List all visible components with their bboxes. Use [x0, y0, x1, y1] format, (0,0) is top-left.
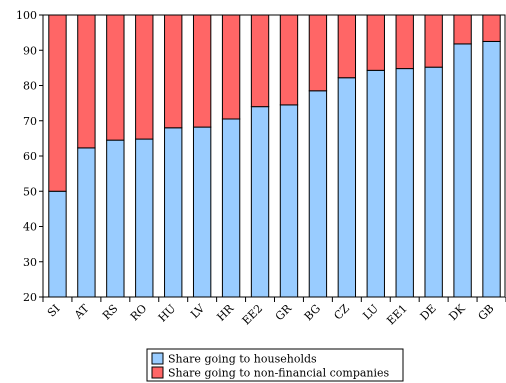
- bar-households-DE: [424, 66, 443, 298]
- bar-companies-DE: [424, 14, 443, 68]
- bar-companies-RO: [135, 14, 154, 140]
- bar-households-LV: [192, 126, 212, 298]
- y-tick-label-20: 20: [23, 291, 37, 304]
- bar-households-HR: [221, 118, 241, 298]
- legend-box: [146, 348, 404, 382]
- bar-households-SI: [48, 190, 67, 298]
- x-tick-label-EE1: EE1: [384, 302, 410, 328]
- y-tick-label-40: 40: [23, 221, 37, 234]
- bar-companies-EE1: [395, 14, 414, 70]
- bar-households-DK: [453, 43, 472, 298]
- bar-households-GB: [482, 40, 501, 298]
- bar-companies-HU: [164, 14, 183, 129]
- bar-companies-RS: [106, 14, 125, 141]
- x-tick-label-HU: HU: [156, 302, 179, 325]
- bar-households-LU: [366, 69, 385, 298]
- bar-households-HU: [164, 127, 183, 298]
- x-tick-label-RS: RS: [100, 302, 120, 322]
- bar-companies-EE2: [250, 14, 270, 108]
- legend: Share going to households Share going to…: [146, 348, 404, 382]
- bar-households-AT: [77, 147, 96, 298]
- bar-companies-LU: [366, 14, 385, 71]
- legend-swatch-households: [151, 352, 164, 365]
- bar-households-RS: [106, 139, 125, 298]
- x-tick-label-HR: HR: [214, 301, 236, 323]
- bar-companies-CZ: [337, 14, 357, 79]
- y-tick-label-30: 30: [23, 256, 37, 269]
- legend-label-companies: Share going to non-financial companies: [168, 367, 390, 380]
- y-tick-label-60: 60: [23, 150, 37, 163]
- bar-households-BG: [308, 90, 328, 298]
- bars-group: [48, 14, 501, 298]
- bar-companies-LV: [192, 14, 212, 128]
- x-tick-label-SI: SI: [45, 302, 63, 320]
- bar-companies-AT: [77, 14, 96, 149]
- legend-label-households: Share going to households: [168, 353, 317, 366]
- bar-households-EE2: [250, 106, 270, 298]
- y-tick-label-70: 70: [23, 115, 37, 128]
- bar-companies-BG: [308, 14, 328, 92]
- bar-companies-GR: [279, 14, 299, 106]
- legend-swatch-companies: [151, 366, 164, 379]
- x-tick-label-BG: BG: [302, 302, 323, 323]
- bar-households-EE1: [395, 68, 414, 298]
- bar-households-GR: [279, 104, 299, 298]
- y-tick-label-80: 80: [23, 80, 37, 93]
- bar-companies-HR: [221, 14, 241, 120]
- x-tick-label-EE2: EE2: [240, 302, 266, 328]
- x-tick-label-RO: RO: [128, 302, 149, 323]
- x-tick-label-AT: AT: [71, 301, 92, 322]
- x-tick-label-GR: GR: [273, 301, 295, 323]
- bar-companies-SI: [48, 14, 67, 192]
- x-tick-label-GB: GB: [476, 302, 497, 323]
- x-tick-label-DK: DK: [446, 301, 468, 323]
- y-tick-label-50: 50: [23, 185, 37, 198]
- bar-households-CZ: [337, 77, 357, 298]
- bar-households-RO: [135, 138, 154, 298]
- y-tick-label-90: 90: [23, 44, 37, 57]
- bar-companies-DK: [453, 14, 472, 45]
- x-tick-label-DE: DE: [418, 302, 439, 323]
- x-tick-label-LV: LV: [188, 301, 208, 321]
- y-tick-label-100: 100: [16, 9, 37, 22]
- bar-companies-GB: [482, 14, 501, 42]
- x-tick-label-CZ: CZ: [331, 302, 352, 323]
- x-tick-label-LU: LU: [360, 302, 380, 322]
